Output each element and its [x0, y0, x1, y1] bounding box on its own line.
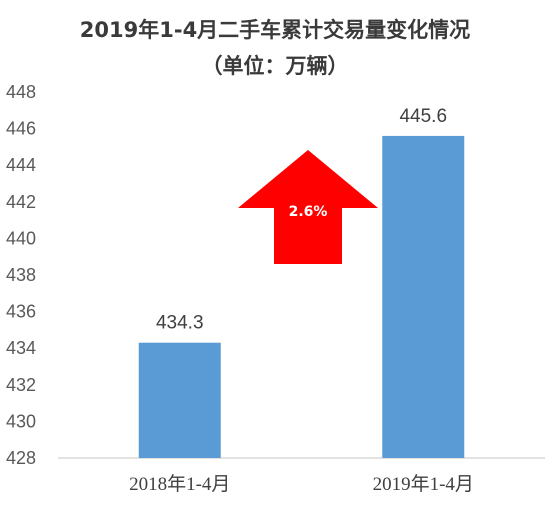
y-tick-label: 436: [6, 302, 36, 322]
y-tick-label: 428: [6, 448, 36, 468]
y-tick-label: 430: [6, 411, 36, 431]
y-axis-ticks: 428 430 432 434 436 438 440 442 444 446 448: [6, 82, 36, 468]
y-tick-label: 440: [6, 228, 36, 248]
y-tick-label: 438: [6, 265, 36, 285]
chart-title: 2019年1-4月二手车累计交易量变化情况: [79, 18, 471, 42]
y-tick-label: 446: [6, 119, 36, 139]
bars: [138, 135, 465, 459]
category-labels: 2018年1-4月 2019年1-4月: [129, 473, 474, 495]
y-tick-label: 434: [6, 338, 36, 358]
bar: [138, 342, 221, 458]
y-tick-label: 444: [6, 155, 36, 175]
y-tick-label: 448: [6, 82, 36, 102]
bar: [382, 135, 465, 459]
chart-subtitle: （单位：万辆）: [201, 54, 349, 78]
y-tick-label: 442: [6, 192, 36, 212]
data-label: 445.6: [399, 106, 447, 127]
growth-percent-label: 2.6%: [289, 204, 328, 220]
category-label: 2018年1-4月: [129, 473, 230, 495]
up-arrow-icon: [238, 150, 378, 264]
data-labels: 434.3 445.6: [156, 106, 447, 334]
category-label: 2019年1-4月: [373, 473, 474, 495]
y-tick-label: 432: [6, 375, 36, 395]
increase-arrow-annotation: 2.6%: [238, 150, 378, 264]
data-label: 434.3: [156, 313, 204, 334]
